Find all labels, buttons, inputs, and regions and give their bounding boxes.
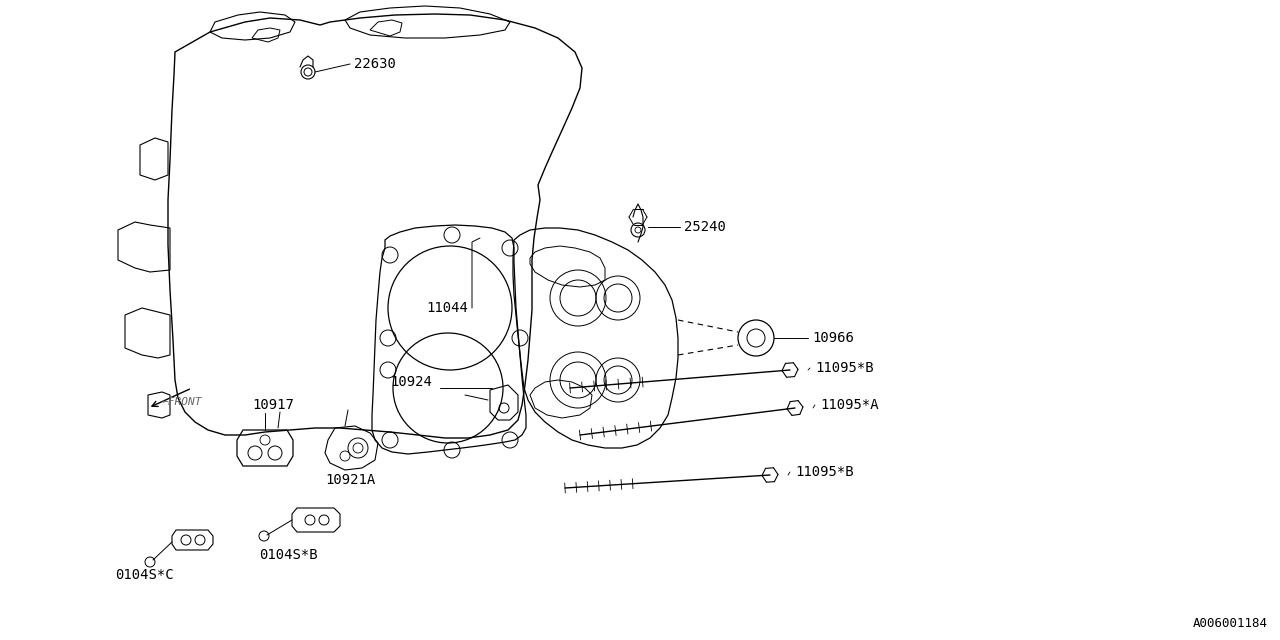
Text: 10921A: 10921A xyxy=(325,473,375,487)
Text: 11044: 11044 xyxy=(426,301,468,315)
Text: 22630: 22630 xyxy=(355,57,396,71)
Text: 10917: 10917 xyxy=(252,398,294,412)
Text: 11095*A: 11095*A xyxy=(820,398,878,412)
Text: 25240: 25240 xyxy=(684,220,726,234)
Text: 0104S*C: 0104S*C xyxy=(115,568,174,582)
Text: 10924: 10924 xyxy=(390,375,431,389)
Text: 11095*B: 11095*B xyxy=(815,361,874,375)
Text: 10966: 10966 xyxy=(812,331,854,345)
Text: ←FRONT: ←FRONT xyxy=(163,397,202,407)
Text: 0104S*B: 0104S*B xyxy=(259,548,317,562)
Text: A006001184: A006001184 xyxy=(1193,617,1268,630)
Text: 11095*B: 11095*B xyxy=(795,465,854,479)
